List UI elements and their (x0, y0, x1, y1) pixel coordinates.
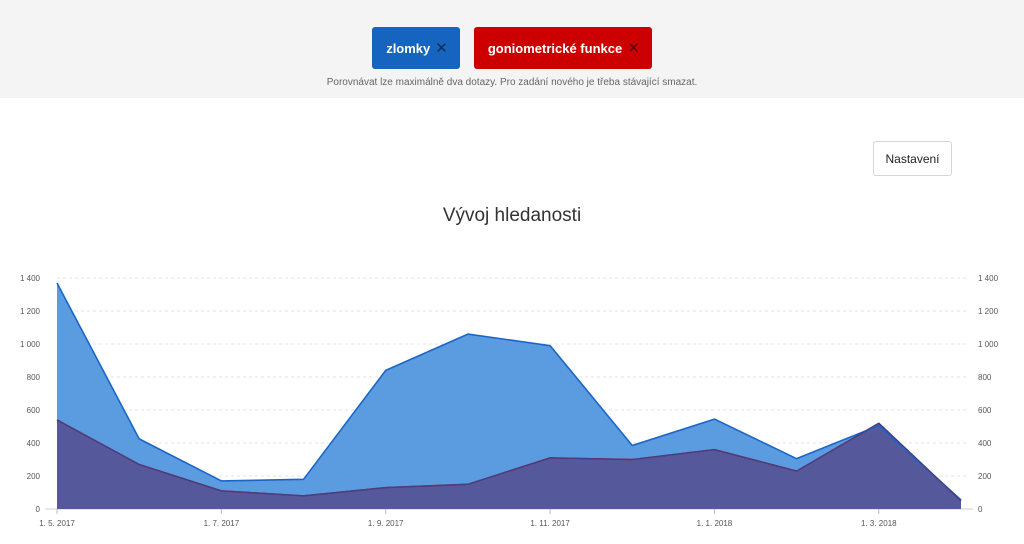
x-tick-label: 1. 11. 2017 (530, 519, 570, 528)
chart-title: Vývoj hledanosti (442, 205, 582, 226)
y-tick-label-left: 800 (27, 373, 41, 382)
y-tick-label-right: 600 (978, 406, 992, 415)
y-tick-label-left: 0 (36, 505, 41, 514)
y-tick-label-right: 1 000 (978, 340, 999, 349)
series-area-1 (57, 282, 961, 509)
y-tick-label-left: 400 (27, 439, 41, 448)
y-tick-label-right: 1 400 (978, 274, 999, 283)
y-tick-label-right: 200 (978, 472, 992, 481)
close-icon[interactable]: ✕ (627, 40, 640, 57)
overlap-outline (56, 419, 962, 502)
y-tick-label-left: 200 (27, 472, 41, 481)
settings-button[interactable]: Nastavení (873, 141, 952, 176)
y-tick-label-left: 600 (27, 406, 41, 415)
series-area-2 (57, 419, 961, 509)
query-label: goniometrické funkce (487, 40, 623, 56)
series-line-1 (56, 282, 962, 501)
query-chip-goniometricke-funkce[interactable]: goniometrické funkce ✕ (473, 27, 652, 69)
query-chip-zlomky[interactable]: zlomky ✕ (372, 27, 460, 69)
y-tick-label-right: 400 (978, 439, 992, 448)
compare-limit-note: Porovnávat lze maximálně dva dotazy. Pro… (326, 77, 698, 88)
y-tick-label-left: 1 400 (20, 274, 41, 283)
x-tick-label: 1. 5. 2017 (39, 519, 75, 528)
y-tick-label-right: 800 (978, 373, 992, 382)
x-tick-label: 1. 9. 2017 (368, 519, 404, 528)
query-label: zlomky (386, 40, 431, 56)
y-tick-label-right: 0 (978, 505, 983, 514)
x-tick-label: 1. 7. 2017 (204, 519, 240, 528)
close-icon[interactable]: ✕ (435, 40, 448, 57)
y-tick-label-left: 1 200 (20, 307, 41, 316)
y-tick-label-right: 1 200 (978, 307, 999, 316)
query-chips: zlomky ✕ goniometrické funkce ✕ (0, 27, 1024, 69)
x-tick-label: 1. 3. 2018 (861, 519, 897, 528)
x-tick-label: 1. 1. 2018 (697, 519, 733, 528)
y-tick-label-left: 1 000 (20, 340, 41, 349)
